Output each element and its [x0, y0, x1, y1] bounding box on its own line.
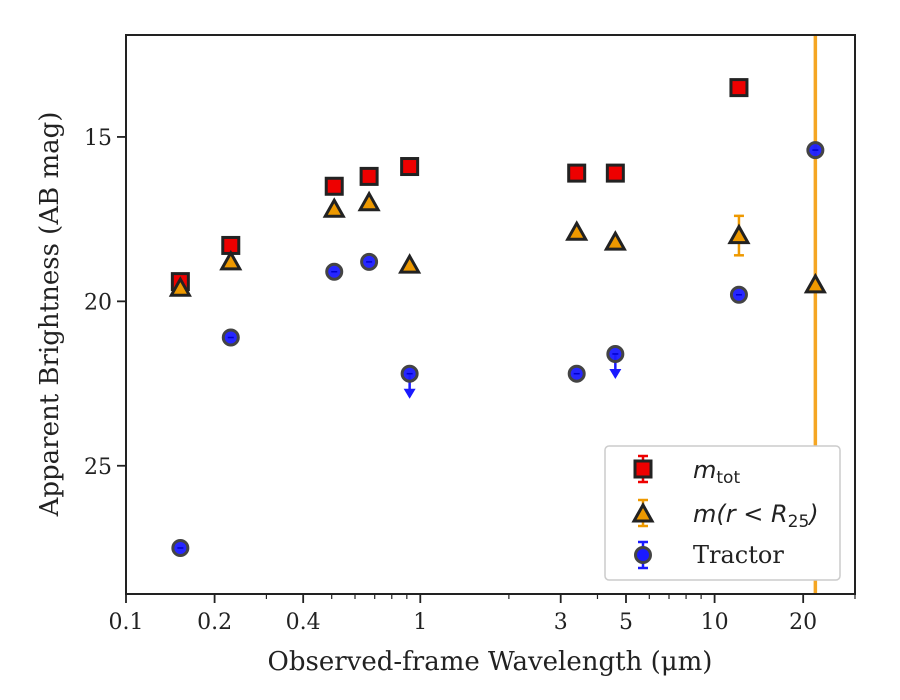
- x-axis: 0.1 0.2 0.4 1 3 5 10 20: [109, 594, 856, 635]
- x-tick-label: 3: [554, 610, 568, 635]
- plot-frame: [125, 34, 856, 595]
- tractor-upper-limit-arrowhead: [403, 388, 416, 399]
- m-r-r-25--point: [727, 223, 751, 245]
- legend-m-tot-marker: [633, 459, 653, 479]
- x-tick-label: 5: [619, 610, 633, 635]
- legend: mtot m(r < R25) Tractor: [604, 445, 841, 581]
- legend-tractor-marker: [634, 546, 652, 564]
- m-r-r-25--point: [803, 272, 827, 294]
- m-r-r-25--point: [603, 230, 627, 251]
- m-tot-point: [324, 176, 344, 196]
- m-tot-point: [605, 163, 625, 183]
- y-tick-label: 15: [84, 126, 112, 151]
- legend-entry-m-tot: mtot: [633, 454, 740, 488]
- m-tot-point: [359, 166, 379, 186]
- m-tot-point: [567, 163, 587, 183]
- m-r-r-25--point: [322, 197, 346, 218]
- x-tick-label: 0.1: [109, 610, 144, 635]
- x-tick-label: 10: [701, 610, 729, 635]
- legend-m-r25-subscript: 25: [788, 512, 810, 532]
- y-tick-label: 25: [84, 455, 112, 480]
- legend-m-tot-subscript: tot: [716, 468, 740, 488]
- m-r-r-25--point: [357, 190, 381, 212]
- legend-m-r25-marker: [631, 501, 655, 523]
- x-axis-label: Observed-frame Wavelength (μm): [268, 647, 713, 677]
- m-r-r-25--point: [168, 276, 192, 297]
- svg-text:m(r < R25): m(r < R25): [693, 500, 819, 532]
- x-tick-label: 0.4: [286, 610, 321, 635]
- m-r-r-25--point: [565, 220, 589, 241]
- legend-entry-tractor: Tractor: [634, 540, 784, 570]
- m-r-r-25--point: [219, 249, 243, 271]
- y-tick-label: 20: [84, 290, 112, 315]
- legend-box: [604, 445, 841, 581]
- m-tot-point: [400, 157, 420, 177]
- m-r-r-25--point: [398, 253, 422, 274]
- legend-m-r25-label-tail: ): [807, 500, 818, 528]
- x-tick-label: 1: [413, 610, 427, 635]
- y-axis-label: Apparent Brightness (AB mag): [35, 112, 65, 518]
- y-axis: 15 20 25: [84, 126, 126, 480]
- svg-text:mtot: mtot: [693, 456, 740, 488]
- tractor-upper-limit-arrowhead: [609, 368, 622, 379]
- legend-entry-m-r25: m(r < R25): [631, 498, 819, 532]
- legend-m-tot-label: m: [693, 456, 716, 484]
- legend-m-r25-label: m(r < R: [693, 500, 788, 528]
- x-tick-label: 0.2: [197, 610, 232, 635]
- x-tick-label: 20: [789, 610, 817, 635]
- legend-tractor-label: Tractor: [693, 541, 784, 569]
- plot-marks: [168, 35, 827, 594]
- m-tot-point: [729, 78, 749, 98]
